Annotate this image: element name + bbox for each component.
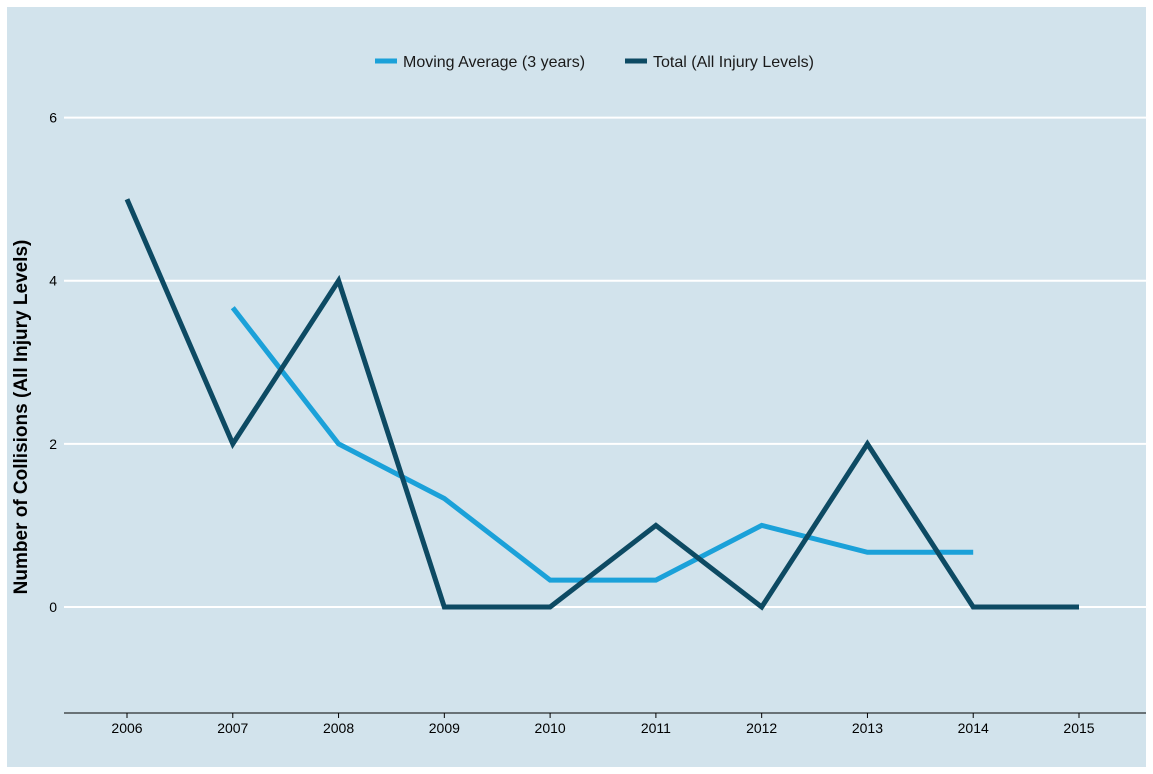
x-tick-label: 2008	[323, 720, 354, 736]
series-line-moving-average	[230, 306, 974, 583]
x-tick-label: 2011	[641, 720, 671, 736]
y-tick-label: 0	[49, 599, 57, 615]
x-tick-label: 2007	[217, 720, 248, 736]
x-tick-label: 2006	[111, 720, 142, 736]
line-chart: 0 2 4 6 2006 2007 2008 2009 2010 2011 2012 2013 201…	[11, 54, 1146, 736]
y-tick-label: 4	[49, 273, 57, 289]
x-tick-label: 2010	[535, 720, 566, 736]
gridlines	[64, 116, 1146, 608]
y-tick-label: 6	[49, 110, 57, 126]
y-tick-label: 2	[49, 436, 57, 452]
chart-panel: 0 2 4 6 2006 2007 2008 2009 2010 2011 2012 2013 201…	[7, 7, 1146, 767]
legend: Moving Average (3 years) Total (All Inju…	[375, 54, 814, 71]
series-lines	[124, 198, 1079, 611]
y-axis-title: Number of Collisions (All Injury Levels)	[11, 240, 32, 595]
x-tick-label: 2014	[958, 720, 989, 736]
series-line-total	[124, 198, 1079, 611]
x-tick-label: 2013	[852, 720, 883, 736]
x-tick-label: 2015	[1063, 720, 1094, 736]
legend-label-moving-average: Moving Average (3 years)	[403, 54, 585, 71]
x-tick-label: 2009	[429, 720, 460, 736]
x-axis-ticks: 2006 2007 2008 2009 2010 2011 2012 2013 2014 2015	[111, 713, 1095, 736]
y-axis-ticks: 0 2 4 6	[49, 110, 57, 615]
x-tick-label: 2012	[746, 720, 777, 736]
legend-label-total: Total (All Injury Levels)	[653, 54, 814, 71]
